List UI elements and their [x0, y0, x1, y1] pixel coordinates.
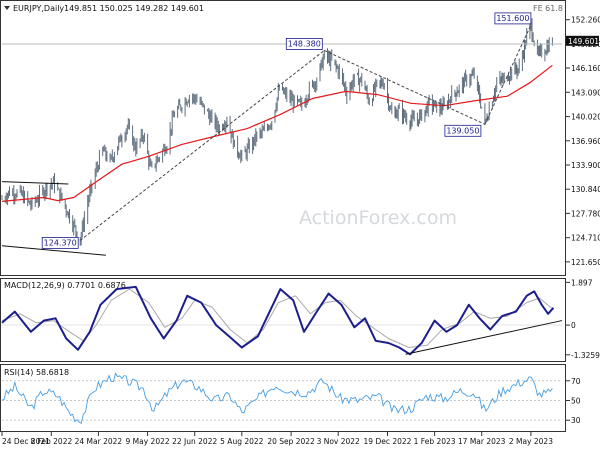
- x-axis-label: 22 Jun 2022: [172, 437, 217, 446]
- x-axis-label: 9 May 2022: [126, 437, 170, 446]
- last-price-marker: [566, 35, 599, 46]
- price-annotation-label: 139.050: [446, 126, 479, 135]
- macd-trendline: [405, 320, 563, 355]
- watermark: ActionForex.com: [299, 207, 457, 229]
- channel-upper-line: [1, 181, 69, 185]
- symbol-icon: [4, 6, 10, 10]
- price-axis-label: 127.780: [571, 209, 600, 218]
- macd-panel-frame: [0, 278, 566, 362]
- macd-plot: [1, 285, 563, 356]
- last-price-label: 149.601: [568, 37, 599, 46]
- x-axis-label: 3 Nov 2022: [317, 437, 360, 446]
- x-axis-label: 2 May 2023: [509, 437, 553, 446]
- rsi-plot: [1, 372, 562, 424]
- macd-title: MACD(12,26,9) 0.7701 0.6876: [4, 281, 126, 290]
- x-axis-label: 8 Feb 2022: [30, 437, 72, 446]
- rsi-axis-label: 50: [571, 397, 581, 406]
- x-axis-label: 24 Dec 2021: [2, 437, 50, 446]
- price-annotation-box: [41, 236, 79, 249]
- price-axis-label: 121.650: [571, 258, 600, 267]
- rsi-panel-frame: [0, 364, 566, 432]
- price-panel-frame: [0, 0, 566, 276]
- price-axis-label: 124.710: [571, 234, 600, 243]
- extension-projection-line: [484, 24, 532, 125]
- price-axis-label: 152.260: [571, 16, 600, 25]
- x-axis-label: 24 Mar 2022: [75, 437, 123, 446]
- rsi-title: RSI(14) 58.6818: [4, 368, 69, 377]
- macd-signal-line: [1, 288, 554, 349]
- price-axis-label: 130.840: [571, 185, 600, 194]
- price-annotation-label: 124.370: [44, 238, 77, 247]
- rsi-axis-label: 70: [571, 377, 581, 386]
- macd-axis-label: -1.3259: [571, 351, 600, 360]
- price-annotation-box: [494, 12, 532, 25]
- macd-line: [1, 285, 555, 356]
- macd-axis-label: 0: [571, 321, 576, 330]
- channel-lower-line: [1, 245, 106, 256]
- price-axis-label: 143.090: [571, 88, 600, 97]
- price-axis-label: 133.900: [571, 161, 600, 170]
- price-axis-label: 136.960: [571, 137, 600, 146]
- price-annotation-label: 151.600: [496, 14, 529, 23]
- x-axis-label: 20 Sep 2022: [267, 437, 315, 446]
- moving-average-line: [1, 64, 553, 202]
- rsi-line: [1, 372, 553, 424]
- macd-axis-label: 1.897: [571, 278, 593, 287]
- x-axis-label: 19 Dec 2022: [364, 437, 412, 446]
- price-plot: 124.370 148.380 139.050 151.600: [1, 12, 562, 256]
- x-axis-label: 5 Aug 2022: [220, 437, 263, 446]
- rsi-axis-label: 30: [571, 416, 581, 425]
- ohlc-values: 149.851 150.025 149.282 149.601: [64, 4, 204, 13]
- x-axis-label: 17 Mar 2023: [458, 437, 506, 446]
- price-annotation-label: 148.380: [288, 39, 321, 48]
- price-annotation-box: [444, 124, 482, 137]
- axes: 152.260149.220146.160143.090140.020136.9…: [1, 16, 600, 446]
- fe-label: FE 61.8: [533, 4, 563, 13]
- x-axis-label: 1 Feb 2023: [414, 437, 456, 446]
- price-annotation-box: [285, 38, 323, 50]
- price-axis-label: 140.020: [571, 113, 600, 122]
- pullback-projection-line: [324, 49, 486, 125]
- rally-projection-line: [79, 50, 325, 241]
- symbol-label: EURJPY,Daily: [13, 4, 64, 13]
- price-axis-label: 146.160: [571, 64, 600, 73]
